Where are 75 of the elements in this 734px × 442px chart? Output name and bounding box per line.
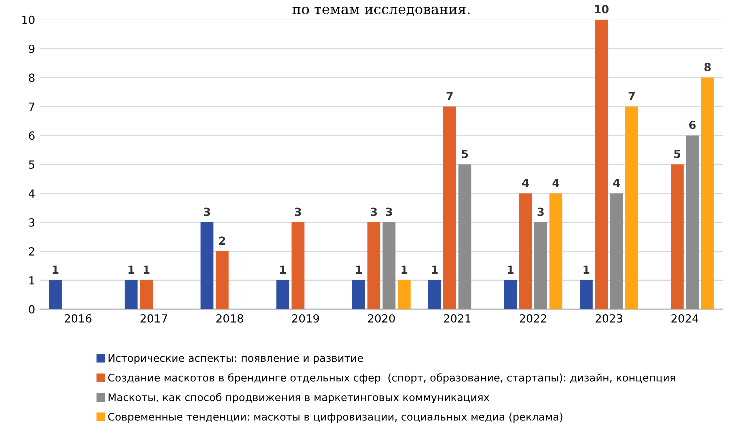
legend-label: Маскоты, как способ продвижения в маркетинговых коммуникациях [108,393,490,404]
bar [124,280,138,310]
y-tick-label: 0 [29,305,35,314]
data-label: 5 [674,150,681,158]
y-tick-label: 2 [29,247,34,256]
legend-label: Создание маскотов в брендинге отдельных сфер (спорт, образование, стартапы): дизайн, концепция [108,374,676,384]
bar [519,194,532,310]
data-label: 3 [386,208,392,216]
x-tick-label: 2020 [368,314,396,323]
legend-label: Современные тенденции: маскоты в цифровизации, социальных медиа (реклама) [108,412,563,423]
y-tick-label: 3 [29,218,35,227]
data-label: 3 [538,208,544,216]
data-label: 1 [356,266,362,274]
bar [595,20,608,310]
data-label: 4 [613,179,620,188]
data-label: 1 [584,266,590,274]
data-label: 7 [446,92,453,100]
x-tick-label: 2022 [520,314,546,323]
bar [580,280,593,310]
bar [216,252,229,310]
bar [626,106,638,310]
bar [292,222,305,310]
data-label: 1 [432,266,438,274]
data-label: 3 [370,208,378,216]
data-label: 4 [522,179,530,188]
bar [686,136,700,310]
data-label: 1 [128,266,134,274]
data-label: 3 [295,208,302,216]
bar [671,164,684,310]
bar [504,280,518,310]
y-tick-label: 10 [22,16,35,24]
bar [382,222,396,310]
x-tick-label: 2019 [292,314,320,323]
bar [200,222,214,310]
x-tick-label: 2018 [216,314,244,323]
x-tick-label: 2016 [64,314,92,323]
data-label: 5 [462,150,468,158]
bar [701,78,714,310]
bar [443,106,456,310]
bar [49,280,62,310]
y-tick-label: 7 [29,102,35,111]
data-label: 2 [219,236,226,246]
legend-label: Исторические аспекты: появление и развитие [108,354,364,364]
data-label: 1 [280,266,286,274]
bar [534,222,548,310]
chart-title: по темам исследования. [292,6,470,16]
data-label: 3 [204,208,210,216]
bar [140,280,153,310]
data-label: 1 [508,266,514,274]
x-tick-label: 2021 [444,314,471,323]
bar [428,280,442,310]
data-label: 1 [144,266,150,274]
bar [610,194,624,310]
y-tick-label: 1 [30,276,34,285]
y-tick-label: 4 [28,190,35,198]
data-label: 1 [52,266,59,274]
data-label: 6 [689,120,696,130]
data-label: 4 [552,179,560,188]
bar [458,164,472,310]
x-tick-label: 2024 [672,314,699,323]
data-label: 10 [595,5,609,14]
x-tick-label: 2017 [140,314,168,323]
bar [368,222,381,310]
bar [550,194,563,310]
data-label: 1 [402,266,408,274]
bar [352,280,366,310]
bar [276,280,290,310]
data-label: 8 [704,63,711,72]
data-label: 7 [628,92,635,100]
x-tick-label: 2023 [596,314,622,323]
y-tick-label: 6 [29,132,35,140]
y-tick-label: 5 [29,160,35,170]
y-tick-label: 9 [29,44,35,54]
bar [398,280,411,310]
y-tick-label: 8 [29,74,35,82]
